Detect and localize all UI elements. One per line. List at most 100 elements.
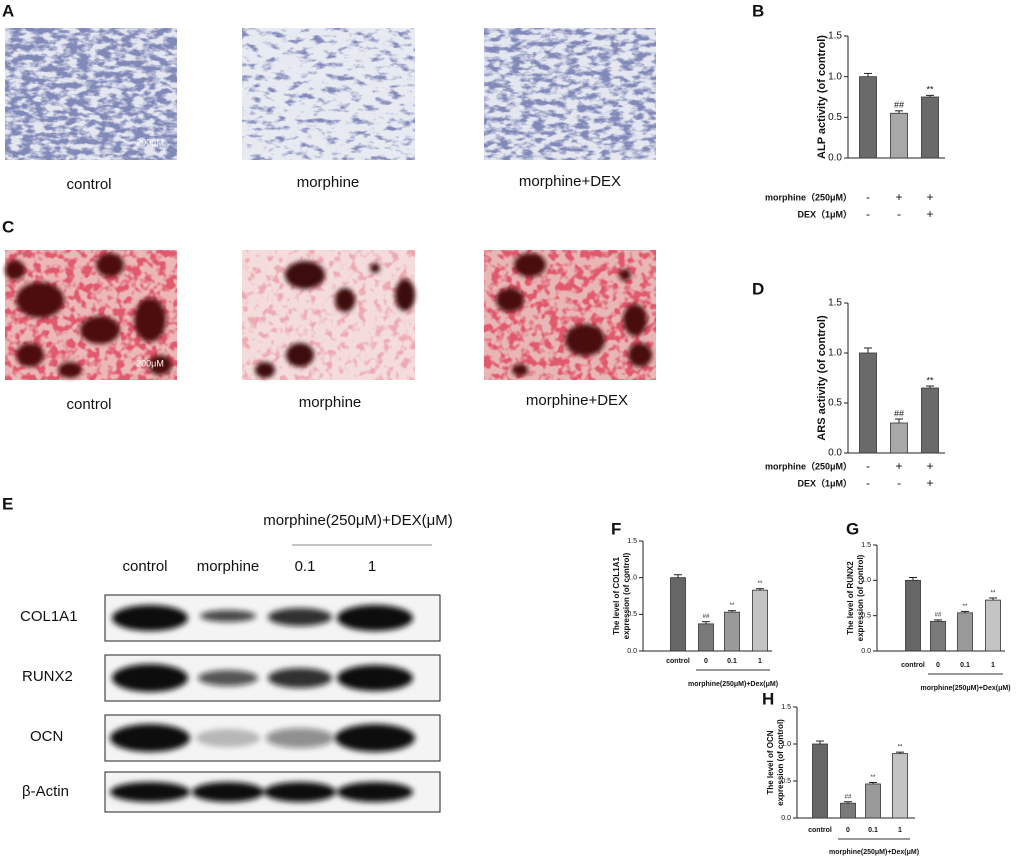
condition-sign: + <box>926 190 933 204</box>
panel-label: A <box>2 1 14 20</box>
condition-sign: - <box>866 476 870 490</box>
nodules <box>5 253 172 378</box>
y-tick-label: 1.5 <box>828 31 842 42</box>
significance-label: ## <box>894 100 904 110</box>
bar <box>840 802 856 819</box>
panel-label: D <box>752 279 764 298</box>
condition-sign: + <box>926 476 933 490</box>
condition-sign: + <box>895 459 902 473</box>
condition-sign: + <box>895 190 902 204</box>
panel-label: B <box>752 1 764 20</box>
condition-sign: - <box>866 190 870 204</box>
bar <box>859 352 877 454</box>
nodules <box>496 253 652 376</box>
bar <box>752 589 768 652</box>
protein-label: COL1A1 <box>20 608 78 625</box>
y-axis-label: The level of RUNX2 <box>846 561 855 635</box>
image-caption: morphine <box>299 394 362 411</box>
significance-label: ** <box>898 745 903 751</box>
micrograph-texture <box>484 28 656 160</box>
condition-label: morphine（250μM） <box>765 192 852 202</box>
bar <box>859 76 877 159</box>
western-blot: morphine(250μM)+DEX(μM) control morphine… <box>20 512 453 813</box>
x-tick-label: 0 <box>936 662 940 669</box>
y-tick-label: 1.0 <box>627 575 637 582</box>
bar <box>812 743 828 819</box>
y-axis-label: The level of OCN <box>766 730 775 794</box>
significance-label: ** <box>963 604 968 610</box>
significance-label: ** <box>991 591 996 597</box>
condition-sign: - <box>866 207 870 221</box>
treatment-header: morphine(250μM)+DEX(μM) <box>263 512 452 529</box>
bar <box>985 599 1001 652</box>
y-tick-label: 1.0 <box>828 71 842 82</box>
x-axis-label: morphine(250μM)+Dex(μM) <box>829 849 919 856</box>
y-tick-label: 1.5 <box>627 538 637 545</box>
bar <box>921 96 939 159</box>
significance-label: ## <box>703 614 710 620</box>
significance-label: ## <box>845 794 852 800</box>
x-tick-label: 1 <box>758 658 762 665</box>
y-tick-label: 1.0 <box>861 577 871 584</box>
y-tick-label: 1.5 <box>828 298 842 309</box>
bar <box>724 611 740 652</box>
bar <box>890 112 908 159</box>
y-tick-label: 0.5 <box>828 398 842 409</box>
panel-label: H <box>762 689 774 708</box>
protein-label: β-Actin <box>22 783 69 800</box>
y-tick-label: 0.0 <box>627 648 637 655</box>
condition-sign: + <box>926 207 933 221</box>
significance-label: ** <box>730 603 735 609</box>
y-tick-label: 0.0 <box>828 153 842 164</box>
bands <box>110 605 415 802</box>
bar <box>670 577 686 652</box>
micrograph-texture <box>242 28 415 160</box>
bar <box>957 612 973 652</box>
x-tick-label: 1 <box>898 827 902 834</box>
y-tick-label: 0.0 <box>781 815 791 822</box>
protein-label: RUNX2 <box>22 668 73 685</box>
image-caption: morphine+DEX <box>526 392 628 409</box>
image-caption: morphine <box>297 174 360 191</box>
y-tick-label: 1.0 <box>781 741 791 748</box>
lane-label: control <box>122 558 167 575</box>
bar <box>890 422 908 454</box>
significance-label: ** <box>926 85 934 95</box>
x-tick-label: 0.1 <box>960 662 970 669</box>
image-caption: morphine+DEX <box>519 173 621 190</box>
lane-label: 0.1 <box>295 558 316 575</box>
nodules <box>255 261 415 378</box>
bar <box>905 579 921 652</box>
x-tick-label: 0 <box>704 658 708 665</box>
y-tick-label: 0.0 <box>861 648 871 655</box>
y-axis-label: ALP activity (of control) <box>816 35 828 159</box>
significance-label: ** <box>758 581 763 587</box>
y-tick-label: 1.5 <box>861 542 871 549</box>
y-tick-label: 0.5 <box>861 613 871 620</box>
y-axis-label: The level of COL1A1 <box>612 557 621 635</box>
scale-bar-label: 200μM <box>136 137 164 147</box>
y-tick-label: 0.5 <box>627 611 637 618</box>
alp-images: 200μM control morphine morphine+DEX <box>5 28 656 193</box>
condition-label: DEX（1μM） <box>797 478 852 488</box>
lane-label: 1 <box>368 558 376 575</box>
x-tick-label: control <box>808 827 832 834</box>
significance-label: ## <box>894 408 904 418</box>
x-tick-label: 0.1 <box>727 658 737 665</box>
x-axis-label: morphine(250μM)+Dex(μM) <box>920 685 1010 692</box>
y-tick-label: 0.5 <box>828 112 842 123</box>
x-axis-label: morphine(250μM)+Dex(μM) <box>688 681 778 688</box>
condition-sign: - <box>897 207 901 221</box>
panel-label: G <box>846 519 859 538</box>
significance-label: ## <box>935 612 942 618</box>
y-tick-label: 1.5 <box>781 704 791 711</box>
image-caption: control <box>66 176 111 193</box>
significance-label: ** <box>926 375 934 385</box>
y-tick-label: 0.5 <box>781 778 791 785</box>
significance-label: ** <box>871 775 876 781</box>
y-tick-label: 1.0 <box>828 348 842 359</box>
bar <box>921 387 939 454</box>
panel-label: E <box>2 494 13 513</box>
